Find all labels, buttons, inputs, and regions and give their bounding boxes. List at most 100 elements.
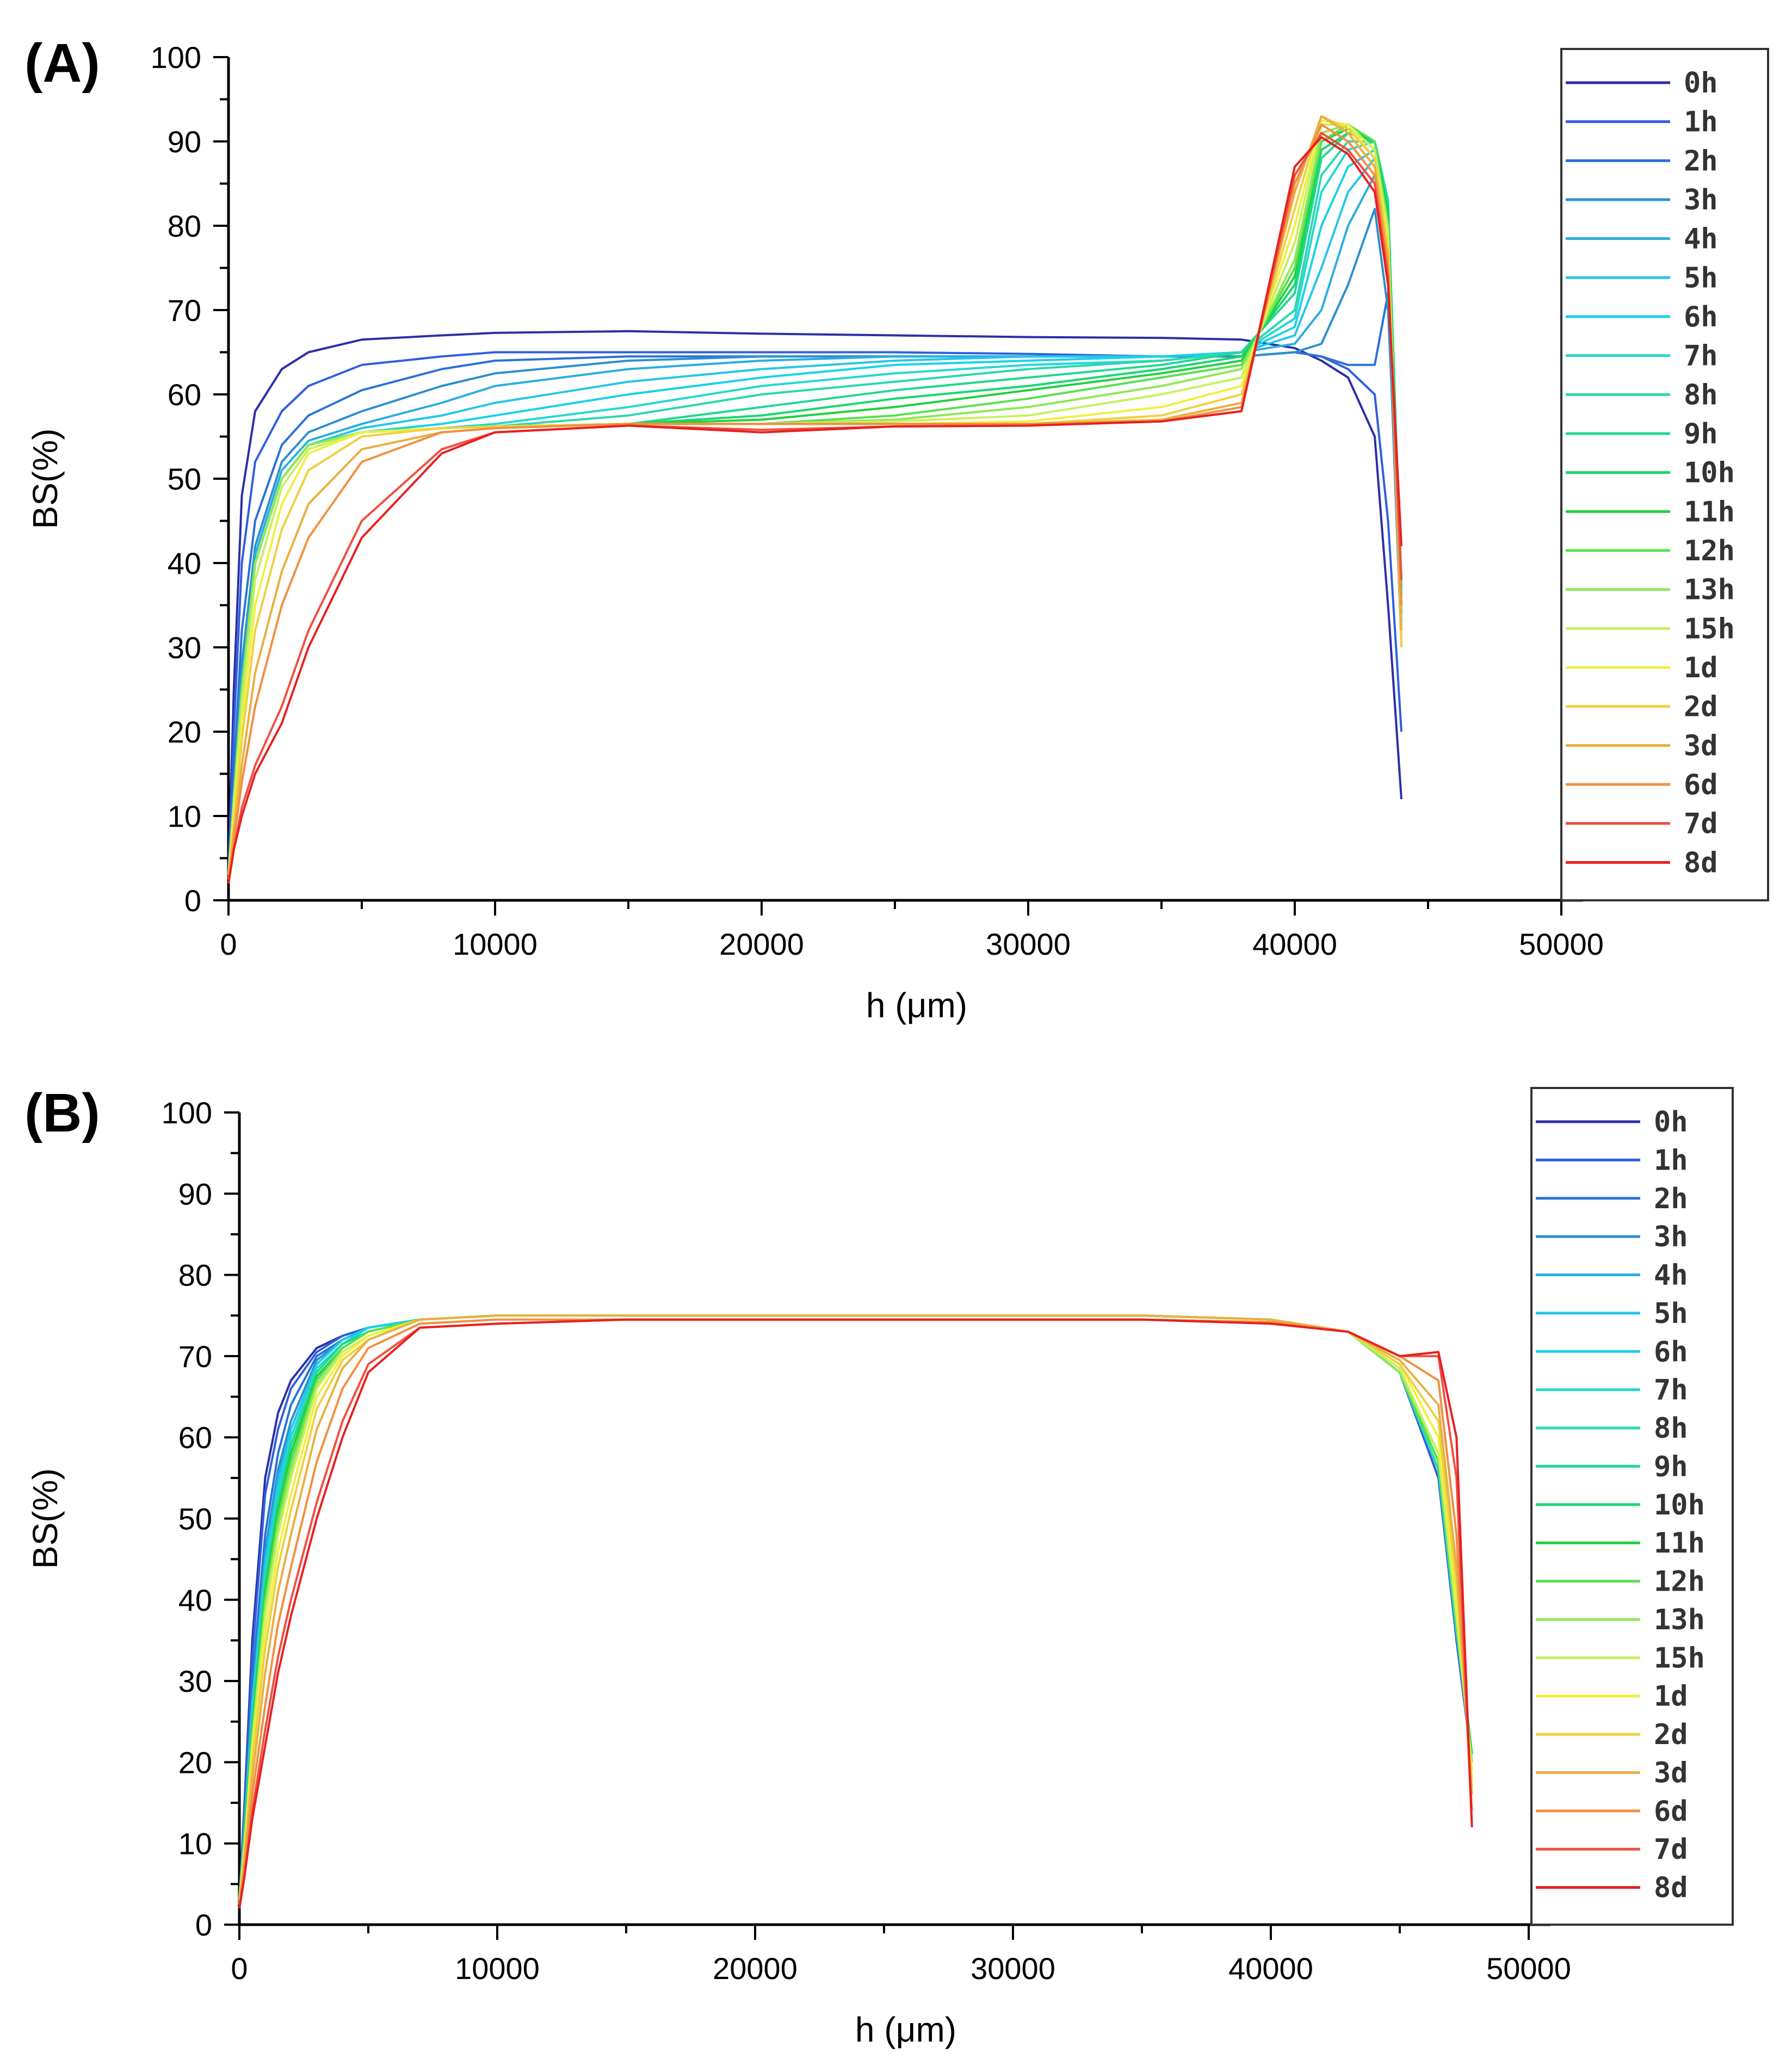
legend-label: 6h (1654, 1336, 1688, 1368)
chart-panel-b: (B) 0 10 20 30 40 50 60 70 80 90 100 0 10000 20000 3000… (24, 1083, 1734, 2049)
y-tick-label: 10 (168, 799, 201, 833)
legend-label: 4h (1684, 223, 1718, 256)
y-tick-label: 0 (184, 883, 201, 918)
legend-label: 3d (1654, 1757, 1688, 1789)
series-line-7h (227, 140, 1402, 875)
legend-label: 7h (1684, 340, 1718, 373)
y-tick-label: 100 (151, 40, 201, 75)
y-tick-label: 20 (168, 715, 201, 749)
series-line-1d (238, 1314, 1473, 1901)
series-line-7d (238, 1318, 1473, 1909)
y-tick-label: 10 (178, 1827, 212, 1861)
series-line-9h (227, 132, 1402, 875)
series-line-4h (227, 174, 1402, 875)
series-line-7h (238, 1314, 1473, 1901)
series-line-1h (227, 351, 1402, 875)
series-line-2h (238, 1314, 1473, 1901)
legend-label: 3h (1684, 184, 1718, 217)
series-line-10h (227, 132, 1402, 875)
series-line-11h (238, 1314, 1473, 1901)
y-tick-label: 80 (178, 1258, 212, 1293)
series-line-2d (238, 1314, 1473, 1905)
y-tick-label: 90 (178, 1177, 212, 1211)
series-line-11h (227, 127, 1402, 875)
legend-label: 13h (1654, 1604, 1705, 1636)
legend-label: 1h (1684, 106, 1718, 139)
legend-label: 7d (1654, 1833, 1688, 1866)
series-line-3h (238, 1314, 1473, 1901)
x-tick-label: 50000 (1486, 1951, 1571, 1986)
y-tick-label: 70 (168, 293, 201, 327)
series-line-8d (227, 136, 1402, 884)
series-line-12h (227, 123, 1402, 875)
legend-label: 8d (1654, 1872, 1688, 1905)
legend-label: 6d (1684, 769, 1718, 801)
legend-label: 2h (1684, 145, 1718, 177)
legend-label: 8h (1684, 379, 1718, 411)
x-tick-label: 20000 (719, 927, 804, 961)
y-tick-label: 50 (168, 462, 201, 496)
series-line-3h (227, 208, 1402, 875)
x-axis-title: h (μm) (866, 986, 967, 1025)
series-line-0h (227, 330, 1402, 875)
series-line-1h (238, 1314, 1473, 1901)
y-tick-label: 20 (178, 1745, 212, 1779)
legend-label: 8d (1684, 846, 1718, 879)
y-tick-label: 50 (178, 1502, 212, 1536)
x-tick-label: 0 (231, 1951, 248, 1986)
series-line-1d (227, 119, 1402, 875)
series-line-4h (238, 1314, 1473, 1901)
legend-label: 13h (1684, 574, 1735, 607)
y-tick-label: 40 (178, 1583, 212, 1617)
x-tick-label: 20000 (713, 1951, 798, 1986)
legend-label: 0h (1654, 1106, 1688, 1139)
y-tick-label: 30 (168, 630, 201, 665)
legend-label: 8h (1654, 1412, 1688, 1445)
series-line-6h (238, 1314, 1473, 1901)
chart-panel-a: (A) 0 10 20 30 40 50 60 70 80 90 100 0 10000 20000 3000… (24, 33, 1769, 1025)
legend-label: 6d (1654, 1795, 1688, 1828)
series-line-8h (238, 1314, 1473, 1901)
legend-label: 3h (1654, 1221, 1688, 1253)
x-tick-label: 10000 (453, 927, 537, 961)
legend-label: 11h (1684, 496, 1735, 528)
y-axis-title: BS(%) (26, 429, 65, 529)
series-line-6d (227, 123, 1402, 880)
series-line-2d (227, 115, 1402, 875)
legend-label: 7d (1684, 808, 1718, 840)
legend-label: 1d (1684, 652, 1718, 684)
x-tick-label: 30000 (986, 927, 1071, 961)
legend-label: 2d (1654, 1718, 1688, 1751)
legend-label: 15h (1684, 613, 1735, 645)
x-tick-label: 40000 (1252, 927, 1337, 961)
legend-label: 6h (1684, 301, 1718, 333)
series-line-9h (238, 1314, 1473, 1901)
legend-label: 3d (1684, 729, 1718, 762)
legend-label: 10h (1654, 1489, 1705, 1522)
x-tick-label: 40000 (1228, 1951, 1313, 1986)
x-tick-label: 10000 (455, 1951, 540, 1986)
x-axis-title: h (μm) (855, 2010, 956, 2049)
legend-label: 2h (1654, 1183, 1688, 1215)
legend-label: 2d (1684, 691, 1718, 724)
series-line-3d (238, 1314, 1473, 1905)
x-tick-label: 50000 (1519, 927, 1604, 961)
series-line-15h (238, 1314, 1473, 1901)
legend-label: 4h (1654, 1259, 1688, 1292)
legend-label: 9h (1684, 418, 1718, 450)
series-line-8d (238, 1318, 1473, 1909)
legend-label: 7h (1654, 1374, 1688, 1407)
legend-label: 12h (1654, 1566, 1705, 1598)
legend-label: 15h (1654, 1642, 1705, 1674)
legend-label: 0h (1684, 67, 1718, 100)
legend-label: 12h (1684, 535, 1735, 567)
series-line-5h (227, 157, 1402, 875)
series-line-13h (227, 123, 1402, 875)
panel-label: (B) (24, 1083, 100, 1143)
y-tick-label: 60 (178, 1420, 212, 1455)
y-tick-label: 90 (168, 125, 201, 159)
legend-box (1530, 1087, 1734, 1926)
y-tick-label: 0 (195, 1908, 212, 1942)
x-tick-label: 30000 (971, 1951, 1055, 1986)
